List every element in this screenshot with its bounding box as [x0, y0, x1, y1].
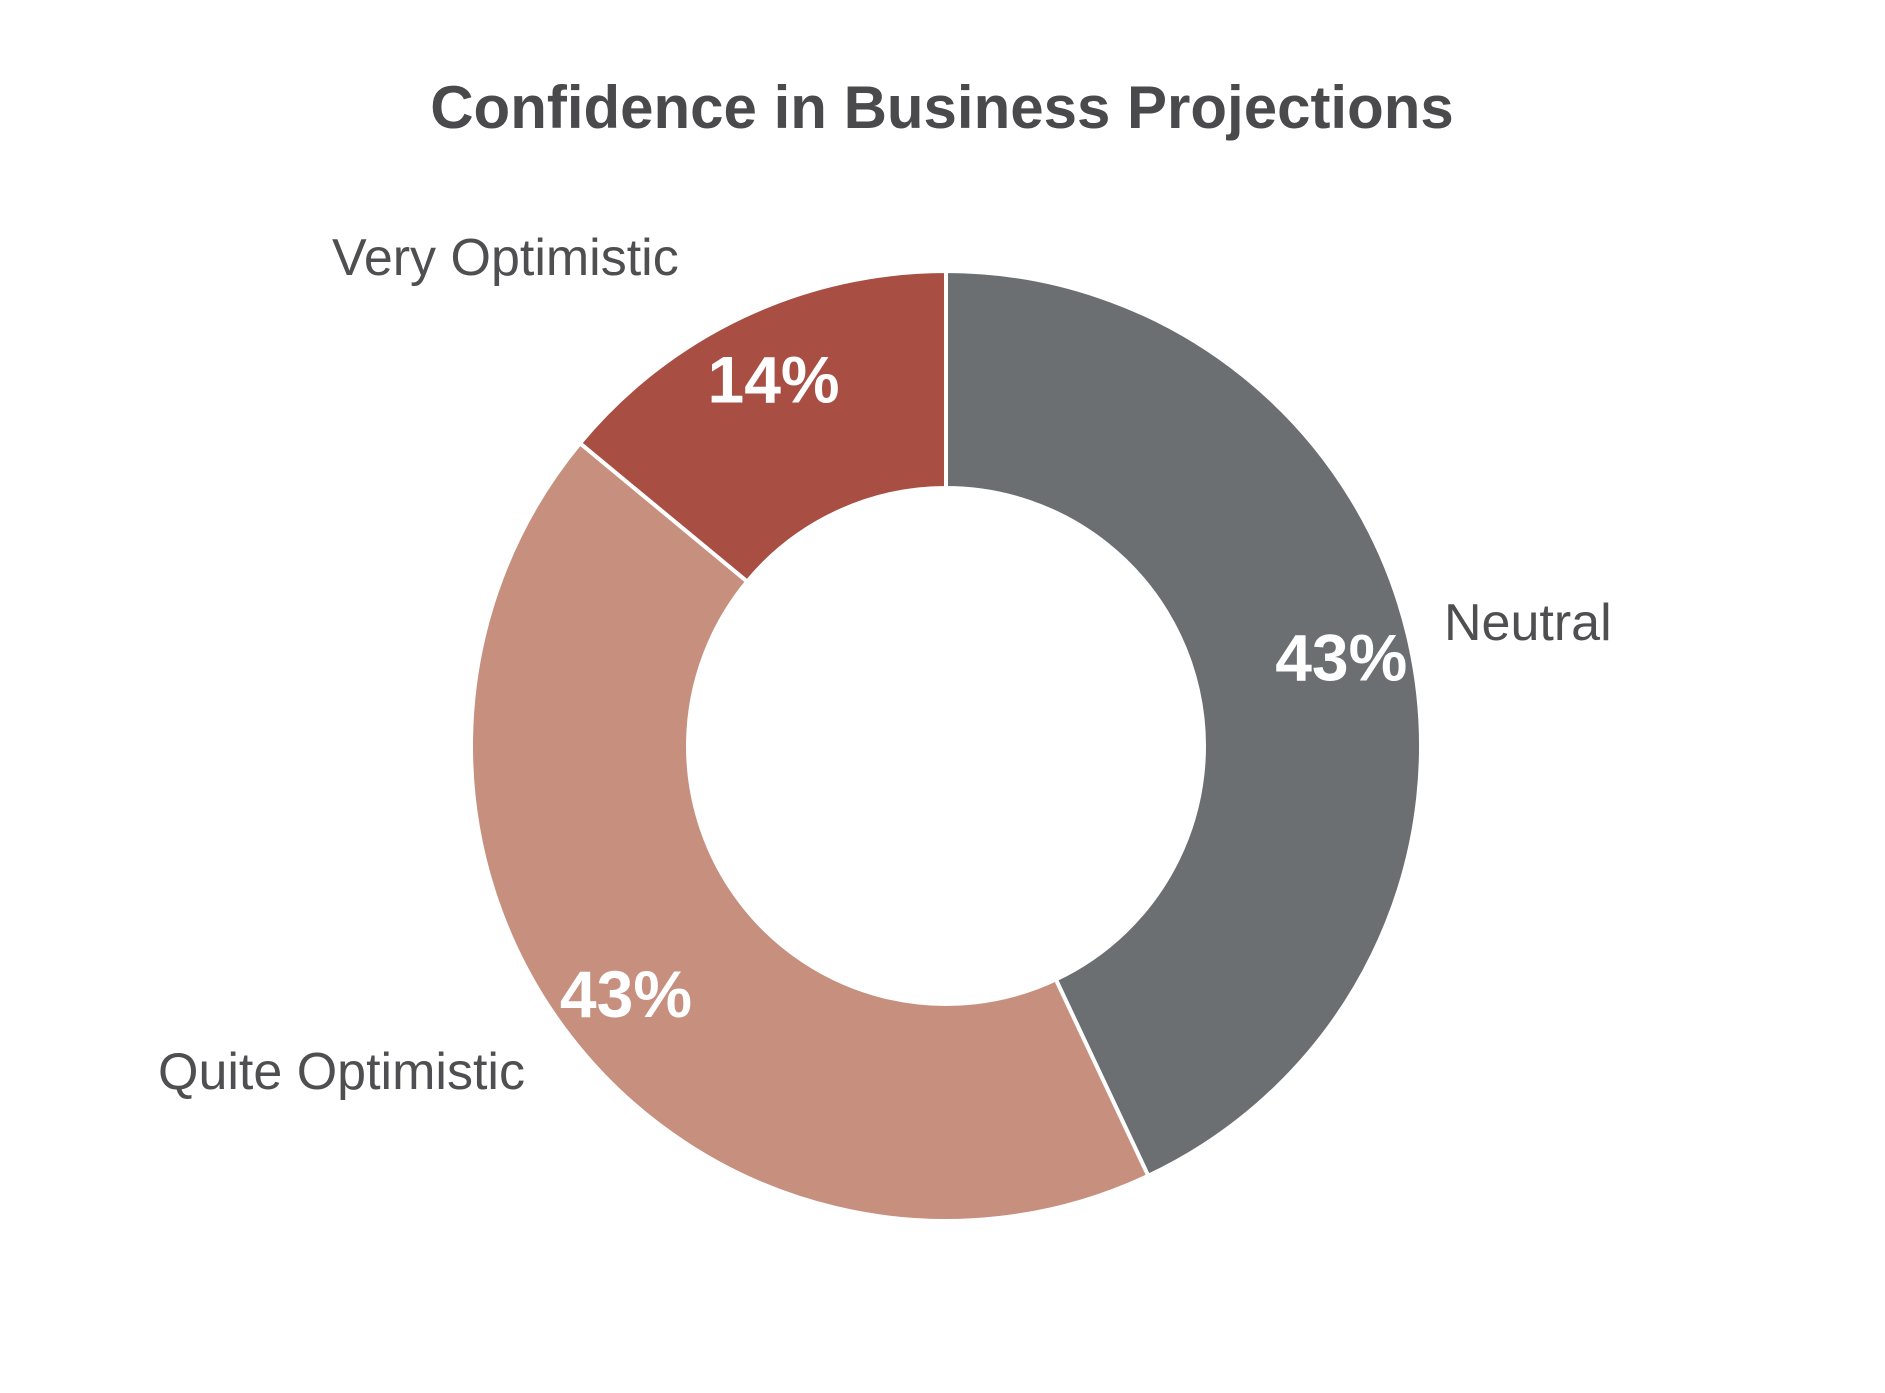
donut-slices [471, 271, 1421, 1221]
value-label-quite-optimistic: 43% [560, 957, 692, 1031]
value-label-neutral: 43% [1275, 621, 1407, 695]
category-label-very-optimistic: Very Optimistic [332, 229, 679, 287]
category-label-quite-optimistic: Quite Optimistic [158, 1043, 525, 1101]
category-label-neutral: Neutral [1444, 594, 1612, 652]
slice-quite-optimistic [471, 443, 1148, 1221]
chart-title: Confidence in Business Projections [430, 74, 1454, 141]
value-label-very-optimistic: 14% [708, 343, 840, 417]
